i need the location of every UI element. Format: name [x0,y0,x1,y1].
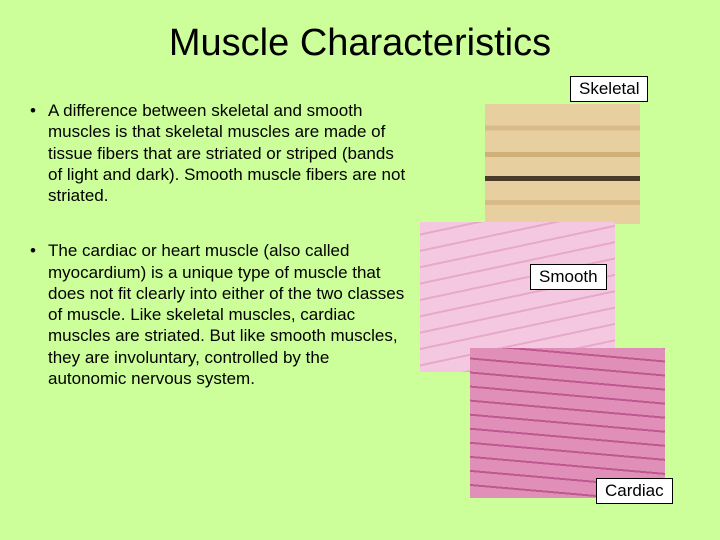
skeletal-label: Skeletal [570,76,648,102]
bullet-item: • The cardiac or heart muscle (also call… [30,240,410,389]
slide-title: Muscle Characteristics [0,0,720,83]
bullet-item: • A difference between skeletal and smoo… [30,100,410,206]
smooth-label: Smooth [530,264,607,290]
bullet-list: • A difference between skeletal and smoo… [30,100,410,423]
bullet-text: The cardiac or heart muscle (also called… [48,240,410,389]
skeletal-tissue-image [485,104,640,224]
bullet-marker: • [30,240,48,389]
cardiac-tissue-image [470,348,665,498]
bullet-text: A difference between skeletal and smooth… [48,100,410,206]
cardiac-label: Cardiac [596,478,673,504]
bullet-marker: • [30,100,48,206]
